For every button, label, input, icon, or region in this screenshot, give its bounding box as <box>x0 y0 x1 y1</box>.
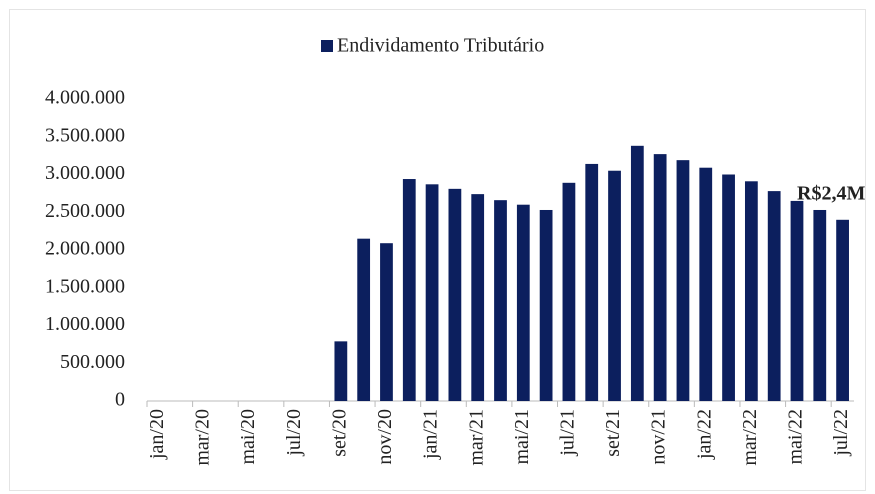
bar <box>516 204 530 401</box>
y-tick-label: 3.500.000 <box>45 124 125 146</box>
bar <box>402 179 416 401</box>
legend-swatch <box>321 40 333 52</box>
x-tick-label: jan/22 <box>693 409 715 460</box>
bar <box>767 191 781 401</box>
bar <box>380 243 393 401</box>
annotation: R$2,4M <box>797 183 865 205</box>
x-tick-label: jan/21 <box>420 409 442 460</box>
x-tick-label: jul/21 <box>557 409 579 457</box>
x-tick-label: mai/22 <box>785 409 807 465</box>
bar <box>630 145 644 401</box>
x-tick-label: mar/21 <box>465 409 487 466</box>
legend-label: Endividamento Tributário <box>337 35 544 57</box>
x-tick-label: nov/21 <box>648 409 670 465</box>
bar <box>471 194 485 401</box>
bar <box>539 209 553 401</box>
chart-border <box>9 9 866 491</box>
y-tick-label: 2.500.000 <box>45 200 125 222</box>
bar <box>562 182 576 401</box>
bar <box>722 174 735 401</box>
bar <box>813 209 827 401</box>
x-tick-label: mai/21 <box>511 409 533 465</box>
bar <box>790 200 804 401</box>
x-tick-label: nov/20 <box>374 409 396 465</box>
x-tick-label: mar/20 <box>192 409 214 466</box>
bar <box>608 170 621 401</box>
bar <box>448 188 462 401</box>
bar <box>334 341 348 401</box>
x-tick-label: set/20 <box>328 409 350 457</box>
y-tick-label: 4.000.000 <box>45 87 125 109</box>
y-tick-label: 0 <box>115 389 125 411</box>
bar <box>676 160 690 401</box>
bar <box>585 163 599 401</box>
y-tick-label: 500.000 <box>60 351 125 373</box>
y-tick-label: 2.000.000 <box>45 238 125 260</box>
x-tick-label: mar/22 <box>739 409 761 466</box>
bar <box>744 181 758 401</box>
bar <box>699 167 713 401</box>
y-tick-label: 3.000.000 <box>45 162 125 184</box>
y-tick-label: 1.500.000 <box>45 275 125 297</box>
bar <box>357 238 371 401</box>
y-tick-label: 1.000.000 <box>45 313 125 335</box>
x-tick-label: jan/20 <box>146 409 168 460</box>
bar <box>653 154 667 401</box>
x-tick-label: mai/20 <box>237 409 259 465</box>
bar <box>836 219 849 401</box>
x-tick-label: jul/22 <box>830 409 852 457</box>
x-tick-label: set/21 <box>602 409 624 457</box>
bar <box>425 184 439 401</box>
x-tick-label: jul/20 <box>283 409 305 457</box>
bar <box>494 200 507 401</box>
